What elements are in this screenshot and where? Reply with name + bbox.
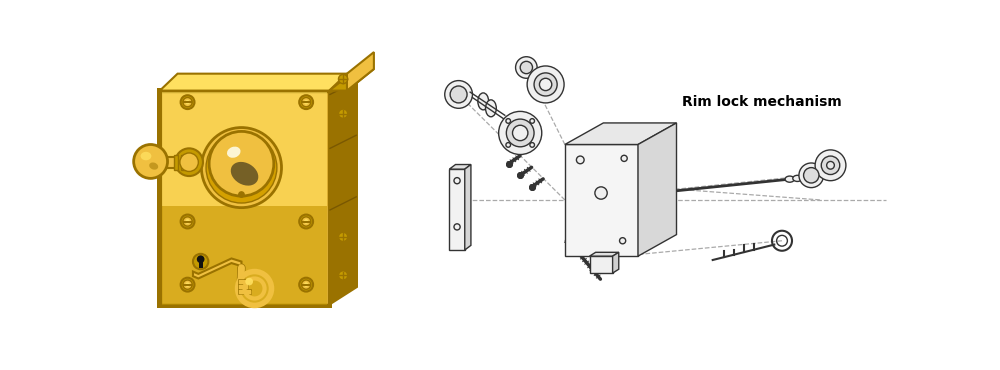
Ellipse shape <box>231 162 258 186</box>
Circle shape <box>245 278 253 285</box>
Circle shape <box>181 215 194 228</box>
Polygon shape <box>329 69 357 305</box>
Ellipse shape <box>486 100 496 117</box>
Polygon shape <box>160 157 189 168</box>
Polygon shape <box>638 123 677 256</box>
Circle shape <box>595 187 607 199</box>
Circle shape <box>530 142 534 147</box>
FancyBboxPatch shape <box>590 256 613 273</box>
Circle shape <box>534 73 557 96</box>
Circle shape <box>181 95 194 109</box>
Polygon shape <box>565 123 677 145</box>
Circle shape <box>183 280 192 289</box>
Circle shape <box>302 280 311 289</box>
Ellipse shape <box>793 175 802 181</box>
Circle shape <box>304 100 308 104</box>
Circle shape <box>302 217 311 226</box>
Circle shape <box>180 153 198 171</box>
FancyBboxPatch shape <box>157 88 332 308</box>
FancyBboxPatch shape <box>174 155 178 170</box>
Text: Rim lock mechanism: Rim lock mechanism <box>682 95 842 109</box>
Circle shape <box>299 215 313 228</box>
Circle shape <box>183 98 192 107</box>
Circle shape <box>530 119 534 123</box>
Circle shape <box>338 271 348 280</box>
FancyBboxPatch shape <box>162 92 327 206</box>
FancyBboxPatch shape <box>188 155 191 170</box>
Circle shape <box>821 156 840 175</box>
Circle shape <box>185 219 190 224</box>
Polygon shape <box>613 252 619 273</box>
Circle shape <box>239 192 244 197</box>
Circle shape <box>516 57 537 78</box>
Circle shape <box>181 278 194 292</box>
Circle shape <box>827 161 834 169</box>
Circle shape <box>512 125 528 141</box>
Circle shape <box>209 131 274 196</box>
Ellipse shape <box>141 152 151 160</box>
Circle shape <box>299 278 313 292</box>
Circle shape <box>134 145 168 178</box>
FancyBboxPatch shape <box>565 145 638 256</box>
Ellipse shape <box>227 147 241 158</box>
Circle shape <box>304 282 308 287</box>
Ellipse shape <box>149 162 158 170</box>
Ellipse shape <box>478 93 489 110</box>
Circle shape <box>506 119 511 123</box>
Circle shape <box>620 238 626 244</box>
FancyBboxPatch shape <box>160 91 329 305</box>
Circle shape <box>185 282 190 287</box>
Circle shape <box>302 98 311 107</box>
Circle shape <box>450 86 467 103</box>
Polygon shape <box>449 165 471 169</box>
Ellipse shape <box>785 176 794 182</box>
Polygon shape <box>160 74 347 91</box>
Circle shape <box>338 109 348 118</box>
Circle shape <box>815 150 846 181</box>
Circle shape <box>804 168 819 183</box>
FancyBboxPatch shape <box>199 260 203 268</box>
Circle shape <box>193 254 208 269</box>
Polygon shape <box>590 252 619 256</box>
Circle shape <box>520 61 533 74</box>
Circle shape <box>201 128 282 208</box>
Circle shape <box>197 255 205 263</box>
Circle shape <box>799 163 824 188</box>
Circle shape <box>506 119 534 147</box>
Circle shape <box>499 111 542 155</box>
Circle shape <box>454 178 460 184</box>
Polygon shape <box>193 259 241 279</box>
Polygon shape <box>329 69 374 91</box>
Circle shape <box>576 156 584 164</box>
Circle shape <box>621 155 627 161</box>
Polygon shape <box>347 52 374 91</box>
Circle shape <box>175 148 203 176</box>
Circle shape <box>206 132 277 203</box>
Circle shape <box>185 100 190 104</box>
Polygon shape <box>465 165 471 250</box>
Circle shape <box>445 81 472 108</box>
FancyBboxPatch shape <box>449 169 465 250</box>
Circle shape <box>338 74 348 84</box>
Circle shape <box>304 219 308 224</box>
Circle shape <box>539 78 552 91</box>
Circle shape <box>338 232 348 242</box>
FancyBboxPatch shape <box>181 155 185 170</box>
Circle shape <box>183 217 192 226</box>
Circle shape <box>506 142 511 147</box>
FancyBboxPatch shape <box>162 206 327 305</box>
Circle shape <box>454 224 460 230</box>
Circle shape <box>299 95 313 109</box>
Circle shape <box>527 66 564 103</box>
